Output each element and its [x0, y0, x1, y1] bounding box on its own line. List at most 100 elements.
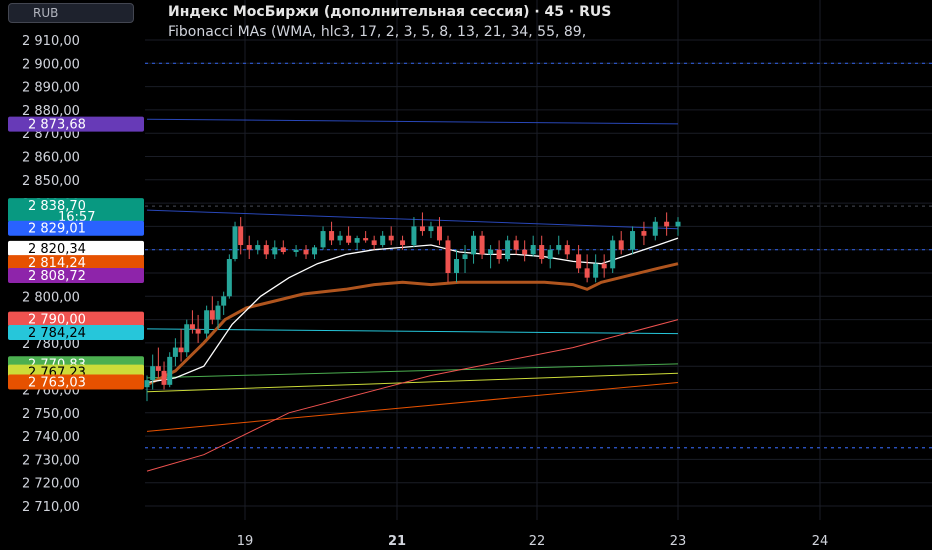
candle-body	[215, 305, 221, 320]
candle[interactable]	[144, 375, 150, 402]
candle[interactable]	[380, 231, 386, 248]
wma-brown-line	[146, 262, 679, 387]
candle[interactable]	[488, 245, 494, 269]
y-tick-label: 2 800,00	[22, 290, 80, 305]
candle[interactable]	[161, 361, 167, 390]
candle[interactable]	[263, 240, 269, 260]
price-badge-bg	[8, 374, 144, 390]
price-badge-value: 2 814,24	[28, 256, 86, 271]
candle[interactable]	[601, 254, 607, 278]
candle-body	[462, 254, 468, 260]
candle-body	[246, 245, 252, 250]
candle-body	[547, 249, 553, 260]
candle[interactable]	[150, 354, 156, 390]
candle[interactable]	[221, 291, 227, 315]
candle[interactable]	[209, 296, 215, 325]
candle[interactable]	[280, 240, 286, 255]
candle-body	[380, 235, 386, 246]
candle[interactable]	[618, 231, 624, 255]
candle[interactable]	[184, 319, 190, 357]
candle-body	[428, 226, 434, 232]
candle[interactable]	[641, 221, 647, 246]
candle-body	[593, 263, 599, 278]
candle[interactable]	[419, 212, 425, 236]
y-tick-label: 2 720,00	[22, 477, 80, 492]
candle[interactable]	[428, 221, 434, 239]
candle[interactable]	[576, 245, 582, 273]
candle-body	[513, 240, 519, 250]
candle[interactable]	[346, 226, 352, 246]
candle[interactable]	[400, 235, 406, 250]
candle[interactable]	[320, 226, 326, 250]
y-tick-label: 2 730,00	[22, 453, 80, 468]
candle[interactable]	[513, 235, 519, 255]
candle[interactable]	[584, 254, 590, 283]
candle[interactable]	[303, 245, 309, 260]
candle[interactable]	[547, 245, 553, 269]
candle[interactable]	[232, 221, 238, 262]
candle[interactable]	[226, 254, 232, 299]
candle[interactable]	[462, 245, 468, 273]
candle[interactable]	[272, 240, 278, 260]
price-badge-value: 2 829,01	[28, 222, 86, 237]
candle[interactable]	[445, 235, 451, 283]
candle[interactable]	[363, 231, 369, 243]
candle[interactable]	[155, 347, 161, 378]
price-badge: 2 820,34	[8, 240, 144, 257]
candle-body	[479, 235, 485, 255]
candle[interactable]	[436, 217, 442, 246]
candle[interactable]	[539, 235, 545, 264]
candle[interactable]	[505, 235, 511, 262]
candle[interactable]	[293, 245, 299, 257]
candle[interactable]	[675, 217, 681, 236]
candle[interactable]	[172, 338, 178, 367]
x-tick-label: 23	[670, 534, 687, 549]
candle-body	[618, 240, 624, 250]
candle[interactable]	[556, 235, 562, 255]
candle[interactable]	[522, 240, 528, 262]
candle-body	[255, 245, 261, 250]
candle[interactable]	[215, 300, 221, 329]
candle[interactable]	[411, 217, 417, 248]
candle-body	[610, 240, 616, 269]
price-badge-bg	[8, 255, 144, 271]
candle[interactable]	[255, 240, 261, 255]
candle[interactable]	[454, 249, 460, 283]
candle[interactable]	[189, 310, 195, 334]
candle-body	[280, 247, 286, 253]
candle[interactable]	[329, 221, 335, 246]
candle[interactable]	[178, 328, 184, 362]
candle[interactable]	[167, 352, 173, 388]
candle[interactable]	[593, 254, 599, 283]
price-badge: 2 814,24	[8, 255, 144, 271]
candle[interactable]	[530, 235, 536, 257]
candle[interactable]	[195, 314, 201, 343]
candle[interactable]	[479, 231, 485, 260]
currency-button[interactable]: RUB	[8, 3, 134, 23]
candle[interactable]	[610, 235, 616, 273]
candle-body	[238, 226, 244, 246]
candle[interactable]	[337, 231, 343, 246]
candle[interactable]	[354, 235, 360, 250]
candles[interactable]	[144, 212, 681, 402]
candle[interactable]	[630, 226, 636, 255]
candle[interactable]	[204, 305, 210, 339]
candle-body	[454, 259, 460, 273]
candle[interactable]	[496, 240, 502, 264]
candle[interactable]	[246, 235, 252, 260]
price-badge-bg	[8, 325, 144, 341]
candle[interactable]	[471, 231, 477, 264]
candle-body	[209, 310, 215, 320]
candle[interactable]	[312, 245, 318, 260]
candle[interactable]	[371, 235, 377, 250]
candle[interactable]	[664, 212, 670, 236]
candle-body	[530, 245, 536, 255]
candle[interactable]	[652, 217, 658, 241]
candle-body	[576, 254, 582, 269]
candle[interactable]	[388, 226, 394, 246]
x-axis[interactable]: 19 21 22 23 24	[237, 534, 829, 549]
candle[interactable]	[564, 240, 570, 260]
price-badge-value: 2 808,72	[28, 269, 86, 284]
candle[interactable]	[238, 217, 244, 255]
